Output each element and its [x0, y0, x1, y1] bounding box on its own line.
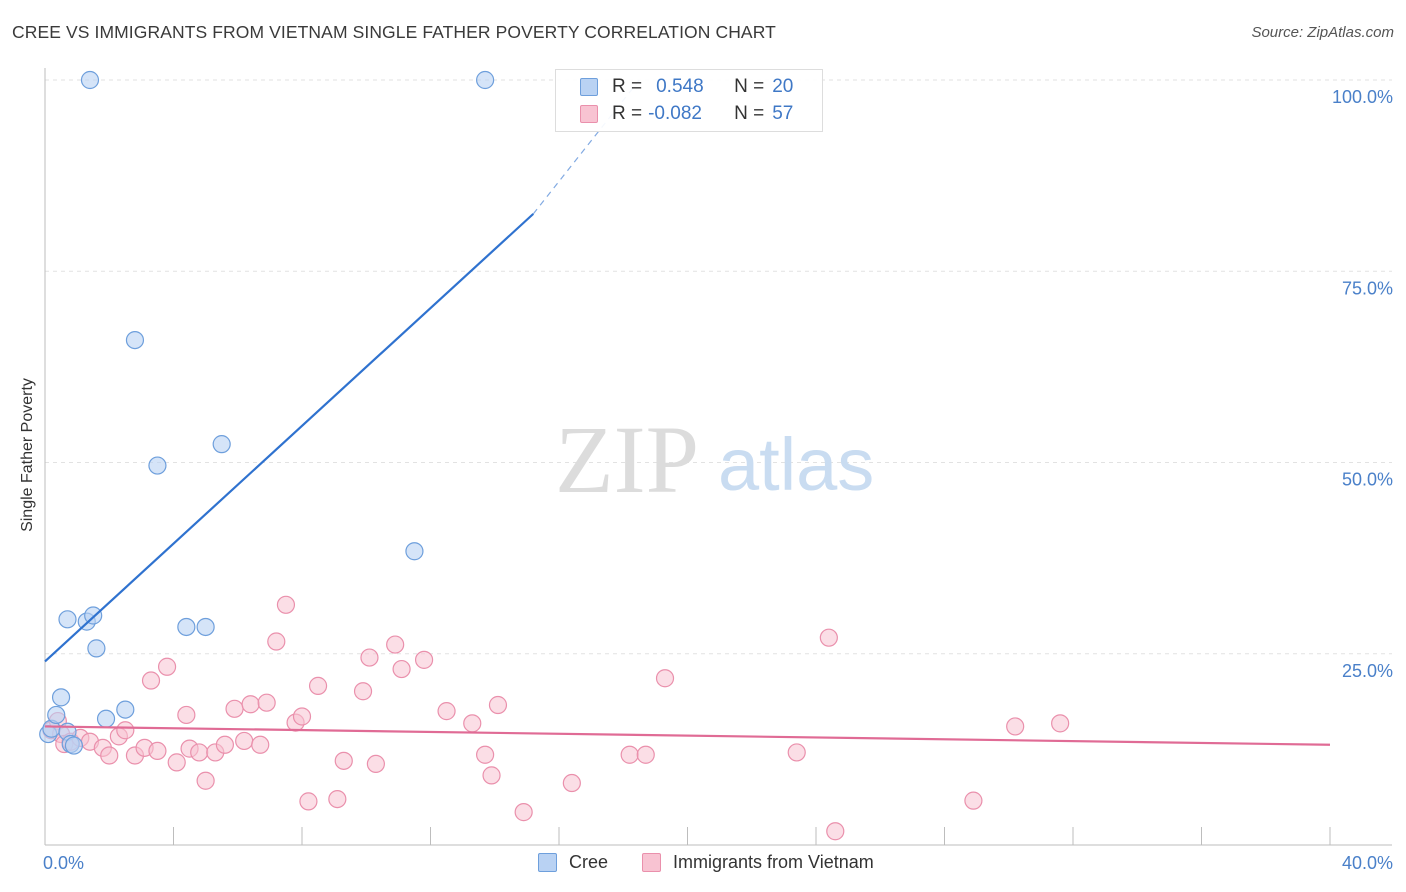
vietnam-point [636, 745, 655, 764]
y-tick-label: 25.0% [1342, 661, 1393, 681]
watermark-zip: ZIP [555, 406, 699, 513]
cree-point [58, 610, 77, 629]
vietnam-point [257, 693, 276, 712]
correlation-legend: R = 0.548 N = 20 R = -0.082 N = 57 [555, 69, 823, 132]
watermark-atlas: atlas [718, 423, 874, 506]
n-value: 57 [772, 103, 794, 124]
grid-lines [45, 79, 1392, 655]
vietnam-point [476, 745, 495, 764]
vietnam-point [241, 695, 260, 714]
vietnam-point [1051, 714, 1070, 733]
series-legend: Cree Immigrants from Vietnam [0, 852, 1406, 878]
vietnam-point [292, 707, 312, 726]
cree-trend-line [44, 213, 535, 663]
cree-swatch [538, 853, 557, 872]
cree-point [476, 70, 495, 90]
legend-item-cree[interactable]: Cree [538, 852, 608, 873]
vietnam-point [392, 659, 411, 679]
vietnam-swatch [642, 853, 661, 872]
y-tick-label: 75.0% [1342, 278, 1393, 298]
cree-point [80, 70, 100, 90]
cree-point [196, 617, 215, 637]
vietnam-trend-line [44, 725, 1331, 746]
vietnam-point [190, 743, 209, 762]
legend-row-cree: R = 0.548 N = 20 [580, 74, 793, 100]
r-value: -0.082 [648, 103, 702, 124]
vietnam-point [826, 822, 845, 841]
vietnam-point [482, 766, 501, 785]
vietnam-point [366, 754, 385, 774]
trend-lines [44, 79, 1331, 746]
vietnam-points [42, 595, 1070, 841]
vietnam-point [276, 595, 296, 614]
cree-point [64, 736, 84, 755]
cree-point [405, 542, 424, 561]
vietnam-point [148, 741, 167, 761]
r-value: 0.548 [656, 76, 704, 97]
vietnam-point [141, 671, 161, 690]
vietnam-point [215, 735, 234, 754]
cree-point [87, 639, 106, 658]
vietnam-point [437, 702, 456, 721]
vietnam-point [167, 753, 186, 772]
chart-title: CREE VS IMMIGRANTS FROM VIETNAM SINGLE F… [12, 22, 776, 42]
legend-row-vietnam: R = -0.082 N = 57 [580, 101, 793, 127]
vietnam-point [360, 648, 379, 667]
vietnam-point [620, 745, 639, 764]
vietnam-point [225, 699, 244, 718]
legend-label-cree: Cree [569, 852, 609, 872]
vietnam-point [100, 746, 119, 765]
cree-point [125, 331, 145, 350]
cree-point [177, 617, 196, 637]
cree-point [51, 688, 71, 707]
tick-labels: 25.0% 50.0% 75.0% 100.0% 0.0% 40.0% [43, 87, 1393, 873]
vietnam-point [308, 676, 328, 695]
vietnam-point [787, 743, 806, 762]
x-tick-label: 0.0% [43, 853, 84, 873]
vietnam-point [235, 731, 254, 751]
vietnam-point [334, 751, 353, 770]
vietnam-point [1006, 717, 1025, 736]
cree-point [116, 700, 135, 719]
vietnam-point [157, 657, 177, 676]
vietnam-point [328, 789, 347, 809]
vietnam-point [116, 721, 135, 740]
vietnam-point [251, 735, 270, 754]
vietnam-point [177, 705, 196, 725]
cree-point [212, 435, 231, 454]
vietnam-point [964, 791, 983, 810]
vietnam-point [819, 628, 838, 647]
vietnam-point [386, 635, 405, 654]
legend-item-vietnam[interactable]: Immigrants from Vietnam [642, 852, 874, 873]
cree-point [47, 705, 66, 725]
cree-point [96, 709, 116, 728]
vietnam-point [655, 669, 675, 688]
vietnam-point [463, 714, 482, 733]
n-label: N = [734, 76, 765, 97]
vietnam-point [562, 773, 581, 793]
source-label: Source: ZipAtlas.com [1251, 24, 1394, 41]
vietnam-point [414, 650, 434, 669]
cree-point [148, 456, 167, 475]
y-tick-label: 100.0% [1332, 87, 1393, 107]
y-tick-label: 50.0% [1342, 470, 1393, 490]
legend-label-vietnam: Immigrants from Vietnam [673, 852, 874, 872]
vietnam-point [514, 803, 533, 822]
vietnam-point [267, 632, 286, 651]
r-label: R = [612, 76, 643, 97]
vietnam-point [299, 792, 318, 811]
r-label: R = [612, 103, 643, 124]
n-label: N = [734, 103, 765, 124]
cree-swatch [580, 78, 598, 96]
axes [44, 68, 1392, 846]
vietnam-point [196, 771, 215, 790]
vietnam-swatch [580, 105, 598, 123]
n-value: 20 [772, 76, 794, 97]
x-tick-label: 40.0% [1342, 853, 1393, 873]
vietnam-point [488, 695, 508, 715]
vietnam-point [353, 682, 373, 701]
